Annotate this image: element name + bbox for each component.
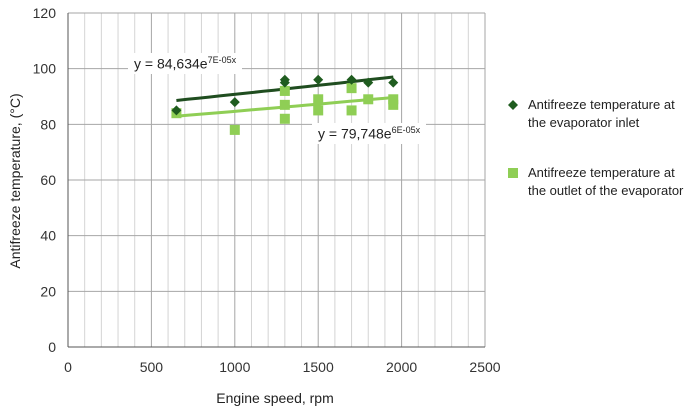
legend-label-outlet: Antifreeze temperature at the outlet of … [528, 165, 684, 198]
equation-base-outlet: y = 79,748e [318, 125, 392, 142]
x-tick-label-2000: 2000 [386, 359, 417, 375]
point-outlet-2 [279, 113, 290, 124]
trendline-equation-inlet: y = 84,634e7E-05x [128, 53, 243, 74]
point-outlet-1 [229, 124, 240, 135]
point-outlet-5 [313, 105, 324, 116]
y-tick-label-100: 100 [33, 61, 57, 77]
point-outlet-4 [279, 85, 290, 96]
diamond-marker-icon [508, 100, 518, 110]
y-tick-label-60: 60 [40, 172, 56, 188]
y-axis-title: Antifreeze temperature, (°C) [7, 93, 23, 268]
y-tick-label-80: 80 [40, 116, 56, 132]
x-tick-label-1500: 1500 [303, 359, 334, 375]
x-tick-label-2500: 2500 [469, 359, 500, 375]
point-outlet-8 [346, 83, 357, 94]
x-tick-label-500: 500 [140, 359, 164, 375]
axes [67, 13, 485, 348]
equation-exponent-outlet: 6E-05x [391, 125, 421, 135]
data-points [171, 74, 399, 135]
point-inlet-6 [363, 77, 374, 88]
tick-labels: 0 500 1000 1500 2000 2500 0 20 40 60 80 100 120 [33, 5, 501, 375]
point-outlet-7 [346, 105, 357, 116]
point-outlet-9 [363, 94, 374, 105]
y-tick-label-40: 40 [40, 228, 56, 244]
x-axis-title: Engine speed, rpm [216, 390, 334, 406]
point-outlet-6 [313, 94, 324, 105]
y-tick-label-20: 20 [40, 283, 56, 299]
equation-base-inlet: y = 84,634e [134, 55, 208, 72]
square-marker-icon [508, 168, 518, 178]
y-tick-label-0: 0 [48, 339, 56, 355]
point-inlet-0 [171, 105, 182, 116]
trendline-equation-outlet: y = 79,748e6E-05x [312, 123, 427, 144]
equation-exponent-inlet: 7E-05x [207, 55, 237, 65]
point-outlet-3 [279, 99, 290, 110]
point-outlet-11 [388, 94, 399, 105]
x-tick-label-0: 0 [64, 359, 72, 375]
point-inlet-7 [388, 77, 399, 88]
point-inlet-3 [279, 74, 290, 85]
point-inlet-4 [313, 74, 324, 85]
legend-label-inlet: Antifreeze temperature at the evaporator… [528, 97, 675, 130]
point-outlet-10 [388, 99, 399, 110]
x-tick-label-1000: 1000 [219, 359, 250, 375]
point-inlet-1 [229, 97, 240, 108]
point-inlet-5 [346, 74, 357, 85]
y-tick-label-120: 120 [33, 5, 57, 21]
